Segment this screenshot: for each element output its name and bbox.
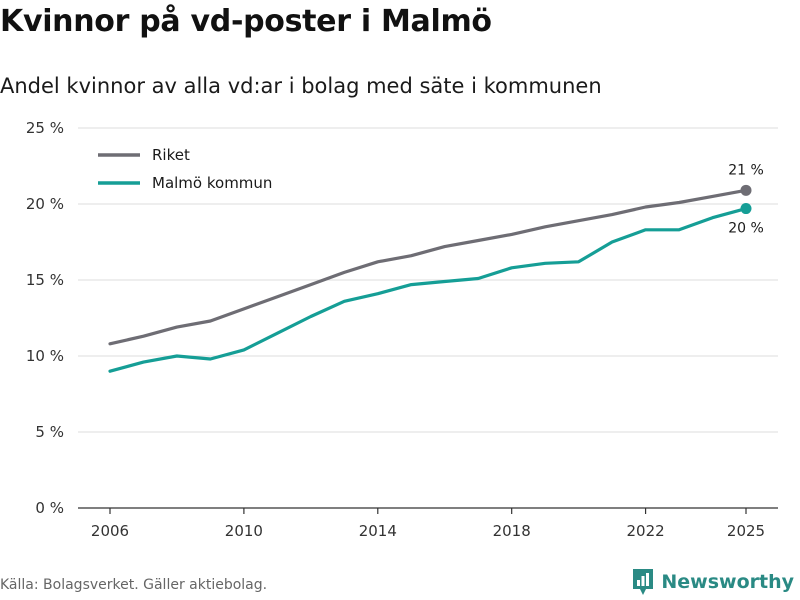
end-value-label: 20 % (728, 221, 764, 237)
x-tick-label: 2022 (626, 522, 664, 540)
x-tick-label: 2018 (493, 522, 531, 540)
series-line (108, 188, 748, 346)
axes: 0 % 5 % 10 % 15 % 20 % 25 % 2006 2010 2014 2018 20… (26, 119, 778, 540)
x-tick-label: 2025 (727, 522, 765, 540)
x-tick-label: 2014 (359, 522, 397, 540)
y-tick-label: 5 % (35, 423, 64, 441)
y-tick-label: 15 % (26, 271, 64, 289)
end-point-marker (740, 184, 752, 196)
y-tick-label: 10 % (26, 347, 64, 365)
chart-subtitle: Andel kvinnor av alla vd:ar i bolag med … (0, 74, 602, 98)
source-note: Källa: Bolagsverket. Gäller aktiebolag. (0, 577, 268, 593)
series-lines: 21 % 20 % (108, 162, 764, 373)
end-value-label: 21 % (728, 162, 764, 178)
y-tick-label: 0 % (35, 499, 64, 517)
end-point-marker (740, 203, 752, 215)
series-line (108, 207, 748, 373)
x-tick-label: 2006 (91, 522, 129, 540)
legend-label: Malmö kommun (152, 174, 272, 192)
y-tick-label: 20 % (26, 195, 64, 213)
y-tick-label: 25 % (26, 119, 64, 137)
brand-logo: Newsworthy (631, 567, 794, 597)
x-tick-label: 2010 (225, 522, 263, 540)
line-chart: 0 % 5 % 10 % 15 % 20 % 25 % 2006 2010 2014 2018 20… (26, 119, 778, 540)
legend: Riket Malmö kommun (98, 146, 272, 192)
legend-label: Riket (152, 146, 190, 164)
newsworthy-logo-icon (633, 569, 654, 595)
brand-name: Newsworthy (661, 571, 794, 593)
chart-title: Kvinnor på vd-poster i Malmö (0, 4, 492, 39)
